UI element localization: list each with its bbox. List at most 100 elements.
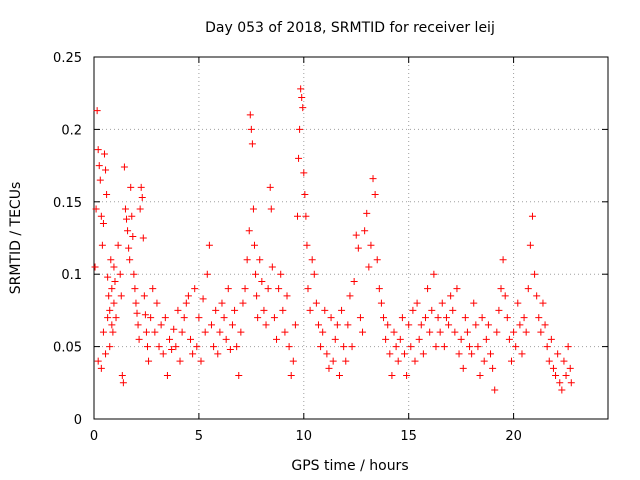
data-point <box>258 277 266 285</box>
data-point <box>191 285 199 293</box>
data-point <box>380 314 388 322</box>
data-point <box>266 183 274 191</box>
data-point <box>299 104 307 112</box>
data-point <box>455 350 463 358</box>
data-point <box>301 191 309 199</box>
data-point <box>174 306 182 314</box>
data-point <box>277 270 285 278</box>
data-point <box>392 343 400 351</box>
data-point <box>289 357 297 365</box>
data-point <box>109 328 117 336</box>
data-point <box>363 209 371 217</box>
data-point <box>102 166 110 174</box>
data-point <box>228 321 236 329</box>
data-point <box>270 314 278 322</box>
tick-labels: 0 0.05 0.1 0.15 0.2 0.25 0 5 10 15 20 <box>53 51 522 444</box>
data-point <box>526 241 534 249</box>
data-point <box>110 263 118 271</box>
data-point <box>388 372 396 380</box>
data-point <box>436 328 444 336</box>
data-point <box>440 343 448 351</box>
data-point <box>94 146 102 154</box>
data-point <box>178 328 186 336</box>
data-point <box>537 328 545 336</box>
data-point <box>116 270 124 278</box>
data-point <box>491 386 499 394</box>
data-point <box>95 162 103 170</box>
data-point <box>493 328 501 336</box>
data-point <box>405 321 413 329</box>
data-point <box>560 357 568 365</box>
data-point <box>520 314 528 322</box>
data-point <box>168 345 176 353</box>
data-point <box>97 364 105 372</box>
data-point <box>518 350 526 358</box>
data-point <box>430 270 438 278</box>
data-point <box>400 350 408 358</box>
data-point <box>166 335 174 343</box>
data-point <box>151 328 159 336</box>
data-point <box>545 357 553 365</box>
data-point <box>105 292 113 300</box>
data-point <box>480 357 488 365</box>
data-point <box>489 364 497 372</box>
data-point <box>91 263 99 271</box>
data-point <box>99 220 107 228</box>
data-point <box>310 270 318 278</box>
data-point <box>459 364 467 372</box>
axis-ticks <box>93 56 608 420</box>
data-point <box>472 321 480 329</box>
data-point <box>476 372 484 380</box>
data-point <box>235 372 243 380</box>
y-tick-label: 0 <box>74 413 82 428</box>
data-point <box>468 350 476 358</box>
data-point <box>367 241 375 249</box>
data-point <box>214 350 222 358</box>
data-point <box>287 372 295 380</box>
data-point <box>369 175 377 183</box>
data-point <box>463 328 471 336</box>
data-point <box>346 292 354 300</box>
data-point <box>407 343 415 351</box>
data-point <box>245 227 253 235</box>
y-tick-label: 0.1 <box>61 268 82 283</box>
data-point <box>243 256 251 264</box>
data-point <box>417 321 425 329</box>
y-tick-label: 0.15 <box>53 196 82 211</box>
data-point <box>297 85 305 93</box>
data-point <box>300 169 308 177</box>
data-point <box>413 299 421 307</box>
grid-lines <box>94 57 608 419</box>
x-tick-label: 10 <box>296 429 313 444</box>
data-point <box>142 328 150 336</box>
data-point <box>106 343 114 351</box>
data-point <box>541 321 549 329</box>
data-point <box>117 292 125 300</box>
data-point <box>108 285 116 293</box>
data-point <box>189 350 197 358</box>
data-point <box>187 335 195 343</box>
data-point <box>128 212 136 220</box>
data-point <box>549 364 557 372</box>
data-point <box>99 328 107 336</box>
data-point <box>505 335 513 343</box>
data-point <box>451 328 459 336</box>
data-point <box>298 94 306 102</box>
data-point <box>254 314 262 322</box>
data-point <box>295 154 303 162</box>
data-point <box>139 234 147 242</box>
data-point <box>252 270 260 278</box>
data-point <box>510 328 518 336</box>
data-point <box>390 328 398 336</box>
data-point <box>325 364 333 372</box>
data-point <box>445 321 453 329</box>
data-point <box>249 205 257 213</box>
data-point <box>92 205 100 213</box>
data-point <box>434 314 442 322</box>
data-point <box>193 343 201 351</box>
data-point <box>163 372 171 380</box>
data-point <box>279 306 287 314</box>
data-point <box>108 321 116 329</box>
data-point <box>161 314 169 322</box>
data-point <box>114 241 122 249</box>
